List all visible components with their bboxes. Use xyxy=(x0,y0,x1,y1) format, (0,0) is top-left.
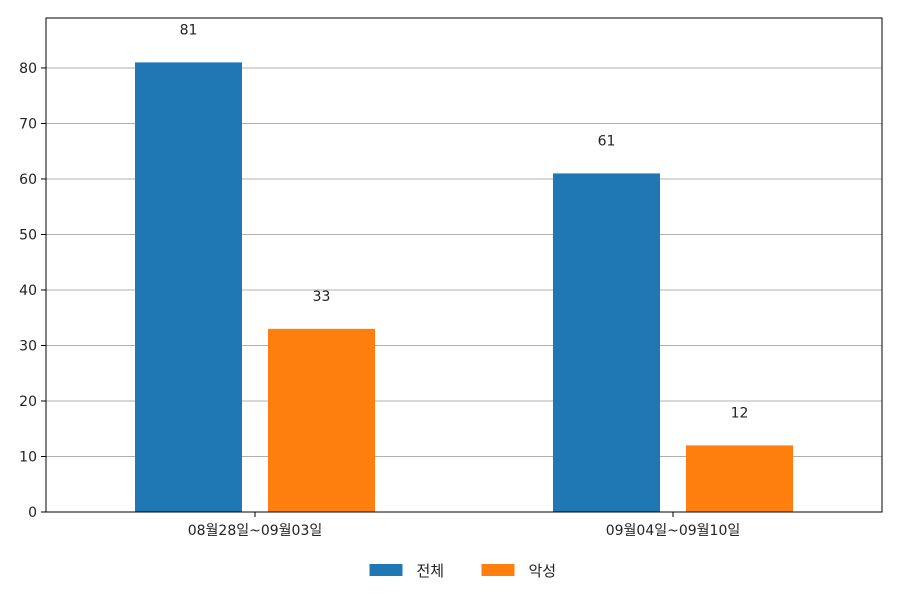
legend-label: 전체 xyxy=(417,562,445,580)
x-tick-label: 09월04일~09월10일 xyxy=(606,523,741,539)
y-tick-label: 70 xyxy=(19,116,37,132)
legend-swatch xyxy=(369,564,403,576)
legend-item-malicious: 악성 xyxy=(481,562,557,580)
y-tick-label: 10 xyxy=(19,449,37,465)
x-tick-label: 08월28일~09월03일 xyxy=(188,523,323,539)
y-tick-label: 50 xyxy=(19,227,37,243)
bar-total-1 xyxy=(553,173,660,513)
y-tick-label: 20 xyxy=(19,394,37,410)
legend-label: 악성 xyxy=(529,562,557,580)
data-label: 81 xyxy=(180,22,198,38)
plot-frame xyxy=(45,17,883,513)
y-tick-label: 0 xyxy=(28,505,37,521)
legend: 전체 악성 xyxy=(369,562,557,580)
bars-group xyxy=(135,62,793,513)
y-tick-label: 40 xyxy=(19,283,37,299)
bar-total-0 xyxy=(135,62,242,513)
bar-malicious-0 xyxy=(268,328,375,512)
y-tick-label: 80 xyxy=(19,61,37,77)
y-axis: 0 10 20 30 40 50 60 70 80 xyxy=(19,61,46,521)
data-label: 33 xyxy=(313,289,331,305)
y-tick-label: 30 xyxy=(19,338,37,354)
data-label: 61 xyxy=(598,133,616,149)
bar-malicious-1 xyxy=(686,445,793,512)
legend-item-total: 전체 xyxy=(369,562,445,580)
data-label: 12 xyxy=(731,405,749,421)
data-labels-group: 81 33 61 12 xyxy=(180,22,749,421)
x-axis: 08월28일~09월03일 09월04일~09월10일 xyxy=(188,512,741,539)
y-tick-label: 60 xyxy=(19,172,37,188)
legend-swatch xyxy=(481,564,515,576)
